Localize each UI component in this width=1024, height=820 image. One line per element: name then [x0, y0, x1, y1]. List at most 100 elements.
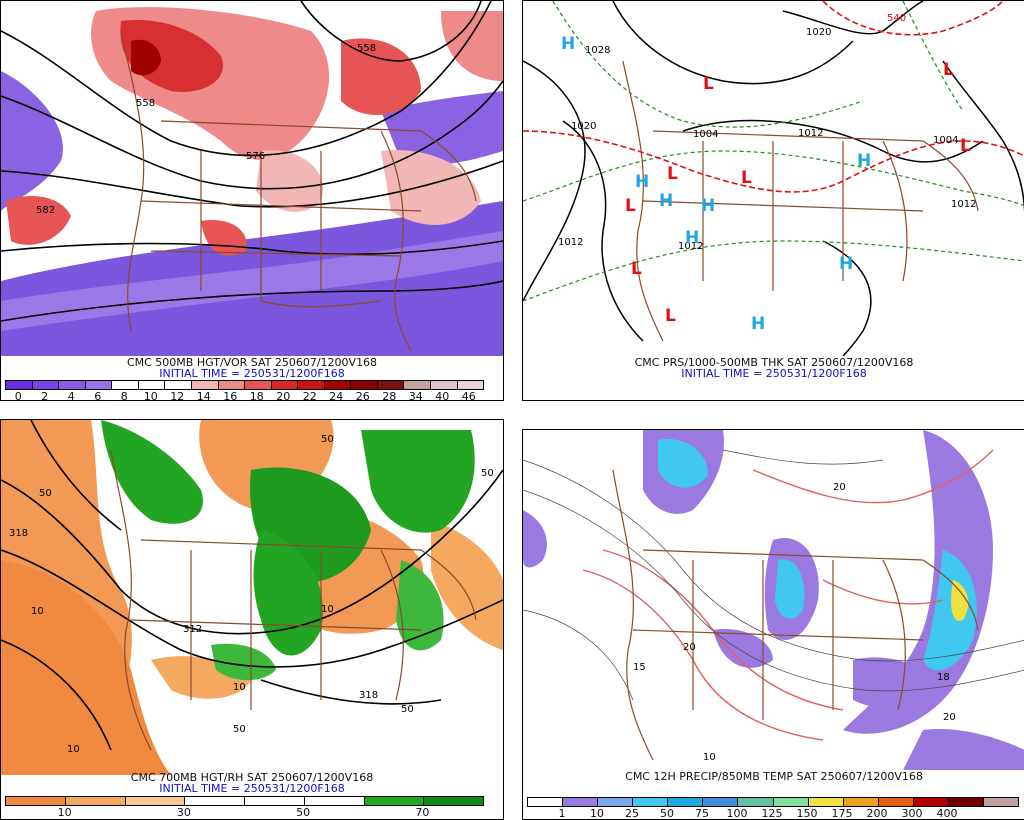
isobar-label: 1004 [693, 129, 718, 140]
legend-tick-label: 150 [796, 807, 818, 820]
legend-tick-label: 75 [695, 807, 709, 820]
color-legend [527, 797, 1019, 807]
map-surface-pressure: 1020 1028 1020 1004 1012 1012 1012 1012 … [523, 1, 1024, 356]
legend-tick-label: 10 [143, 390, 158, 401]
low-pressure-symbol: L [667, 164, 678, 184]
panel-title: CMC 12H PRECIP/850MB TEMP SAT 250607/120… [625, 770, 923, 783]
temp-label: 20 [833, 482, 846, 493]
contour-label: 558 [357, 43, 376, 54]
legend-tick-label: 1 [558, 807, 566, 820]
legend-tick-label: 10 [590, 807, 604, 820]
legend-tick-label: 12 [170, 390, 185, 401]
rh-label: 50 [233, 724, 246, 735]
legend-swatch [431, 381, 458, 389]
legend-tick-label: 16 [223, 390, 238, 401]
legend-tick-label: 6 [94, 390, 102, 401]
legend-swatch [185, 797, 245, 805]
legend-tick-label: 50 [660, 807, 674, 820]
color-legend [5, 796, 484, 806]
legend-tick-label: 22 [302, 390, 317, 401]
legend-tick-label: 26 [355, 390, 370, 401]
legend-swatch [298, 381, 325, 389]
legend-tick-label: 28 [382, 390, 397, 401]
legend-tick-label: 34 [408, 390, 423, 401]
low-pressure-symbol: L [960, 136, 971, 156]
legend-swatch [245, 381, 272, 389]
legend-swatch [138, 381, 166, 389]
height-label: 318 [359, 690, 378, 701]
legend-swatch [703, 798, 739, 806]
legend-tick-label: 70 [415, 806, 430, 819]
high-pressure-symbol: H [561, 34, 575, 54]
high-pressure-symbol: H [685, 228, 699, 248]
legend-swatch [598, 798, 634, 806]
legend-swatch [304, 797, 365, 805]
rh-label: 10 [233, 682, 246, 693]
legend-ticks: 0 2 4 6 8 10 12 14 16 18 20 22 24 26 28 34 40 46 [5, 390, 482, 401]
legend-swatch [32, 381, 60, 389]
rh-label: 50 [321, 434, 334, 445]
legend-tick-label: 20 [276, 390, 291, 401]
temp-label: 10 [703, 752, 716, 763]
legend-swatch [633, 798, 669, 806]
panel-700mb-rh: 50 50 318 50 10 312 10 10 50 50 318 10 C… [0, 419, 504, 820]
legend-tick-label: 2 [41, 390, 49, 401]
legend-swatch [191, 381, 219, 389]
low-pressure-symbol: L [703, 74, 714, 94]
height-label: 318 [9, 528, 28, 539]
panel-surface-pressure: 1020 1028 1020 1004 1012 1012 1012 1012 … [522, 0, 1024, 401]
legend-swatch [218, 381, 246, 389]
map-700mb-rh: 50 50 318 50 10 312 10 10 50 50 318 10 [1, 420, 503, 775]
initial-time: INITIAL TIME = 250531/1200F168 [159, 367, 345, 380]
high-pressure-symbol: H [635, 172, 649, 192]
legend-tick-label: 125 [761, 807, 783, 820]
high-pressure-symbol: H [857, 151, 871, 171]
legend-swatch [948, 798, 985, 806]
legend-tick-label: 30 [176, 806, 191, 819]
legend-tick-label: 24 [329, 390, 344, 401]
legend-swatch [112, 381, 139, 389]
legend-swatch [404, 381, 431, 389]
legend-swatch [59, 381, 86, 389]
legend-swatch [324, 381, 352, 389]
isobar-label: 1012 [951, 199, 976, 210]
low-pressure-symbol: L [665, 306, 676, 326]
legend-swatch [843, 798, 879, 806]
legend-swatch [165, 381, 192, 389]
rh-label: 10 [321, 604, 334, 615]
legend-tick-label: 100 [726, 807, 748, 820]
contour-label: 576 [246, 151, 265, 162]
legend-swatch [351, 381, 378, 389]
legend-swatch [6, 381, 33, 389]
initial-time: INITIAL TIME = 250531/1200F168 [681, 367, 867, 380]
initial-time: INITIAL TIME = 250531/1200F168 [159, 782, 345, 795]
high-pressure-symbol: H [659, 191, 673, 211]
isobar-label: 1020 [571, 121, 596, 132]
legend-tick-label: 300 [901, 807, 923, 820]
legend-tick-label: 46 [461, 390, 476, 401]
legend-swatch [85, 381, 113, 389]
legend-swatch [808, 798, 844, 806]
panel-precip-850mb: 10 20 20 15 18 20 CMC 12H PRECIP/850MB T… [522, 429, 1024, 820]
legend-swatch [6, 797, 66, 805]
rh-label: 10 [31, 606, 44, 617]
temp-label: 15 [633, 662, 646, 673]
high-pressure-symbol: H [701, 196, 715, 216]
legend-swatch [364, 797, 425, 805]
temp-label: 20 [683, 642, 696, 653]
map-precip-850mb: 10 20 20 15 18 20 [523, 430, 1024, 770]
legend-swatch [245, 797, 305, 805]
legend-tick-label: 175 [831, 807, 853, 820]
temp-label: 20 [943, 712, 956, 723]
legend-tick-label: 50 [296, 806, 311, 819]
map-500mb-vorticity: 558 558 576 582 [1, 1, 503, 356]
legend-swatch [271, 381, 299, 389]
legend-ticks: 1030507090 [5, 806, 482, 819]
low-pressure-symbol: L [631, 259, 642, 279]
isobar-label: 1012 [558, 237, 583, 248]
color-legend [5, 380, 484, 390]
legend-swatch [424, 797, 483, 805]
low-pressure-symbol: L [625, 196, 636, 216]
thickness-label: 540 [887, 13, 906, 24]
isobar-label: 1004 [933, 135, 958, 146]
